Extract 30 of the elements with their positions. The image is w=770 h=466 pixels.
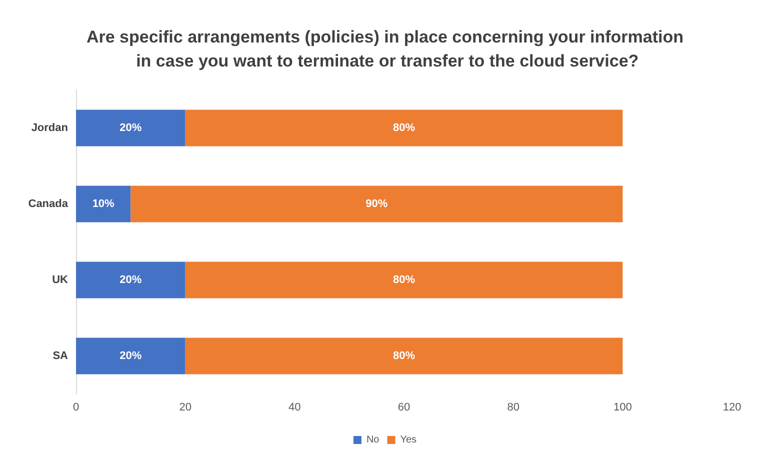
x-tick-label: 0 xyxy=(72,402,80,414)
data-label: 20% xyxy=(120,122,142,134)
x-tick-label: 120 xyxy=(722,402,742,414)
x-tick-label: 20 xyxy=(179,402,192,414)
bar xyxy=(76,110,186,146)
data-label: 80% xyxy=(392,274,416,286)
bar xyxy=(76,262,186,298)
data-label: 80% xyxy=(392,350,416,362)
data-label: 90% xyxy=(366,198,388,210)
y-tick-label: UK xyxy=(52,274,68,286)
chart-title: Are specific arrangements (policies) in place concerning your information in case you want to terminate or transfer to the cloud service? xyxy=(86,28,684,70)
data-label: 10% xyxy=(92,198,115,210)
bar xyxy=(76,186,131,222)
x-tick-label: 100 xyxy=(613,402,632,414)
bar xyxy=(76,338,186,374)
data-label: 20% xyxy=(120,350,142,362)
x-tick-label: 60 xyxy=(398,402,410,414)
y-tick-label: Canada xyxy=(28,198,69,210)
y-tick-label: SA xyxy=(52,350,68,362)
bar xyxy=(185,338,623,374)
x-tick-label: 40 xyxy=(288,402,301,414)
bar xyxy=(130,186,623,222)
bar xyxy=(185,262,623,298)
y-tick-label: Jordan xyxy=(31,122,68,134)
legend-label: No xyxy=(366,434,380,446)
bar xyxy=(185,110,623,146)
legend-label: Yes xyxy=(400,434,417,446)
data-label: 80% xyxy=(392,122,416,134)
x-tick-label: 80 xyxy=(507,402,520,414)
data-label: 20% xyxy=(120,274,142,286)
